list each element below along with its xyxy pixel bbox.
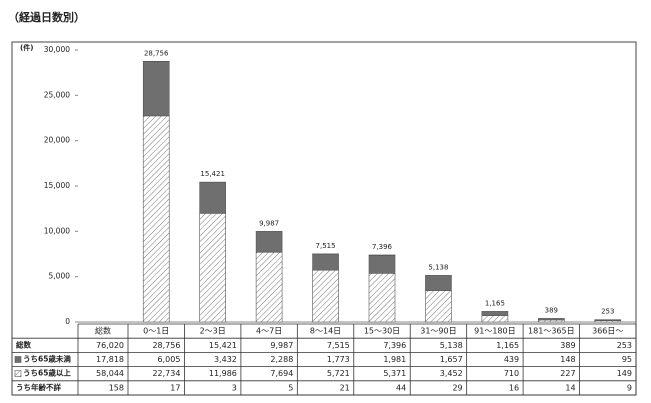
column-header: 91～180日 [474,327,515,336]
table-cell: 1,981 [383,355,406,364]
bar-segment [481,311,509,316]
bar-segment [425,290,452,323]
y-tick-label: 30,000 [44,45,70,54]
legend-swatch [14,370,22,378]
table-cell: 158 [109,383,124,392]
table-cell: 7,515 [327,341,350,350]
table-cell: 1,165 [496,341,519,350]
table-cell: 14 [565,383,575,392]
table-cell: 7,396 [383,341,406,350]
table-cell: 16 [509,383,519,392]
table-cell: 3,452 [440,369,463,378]
table-cell: 2,288 [270,355,293,364]
data-label: 1,165 [485,299,505,307]
column-header: 2～3日 [200,327,226,336]
row-label: うち年齢不詳 [16,382,61,392]
bar-segment [255,231,283,253]
column-header: 0～1日 [143,327,169,336]
y-tick-label: 10,000 [44,226,70,235]
y-unit: (件) [20,43,33,52]
table-cell: 5,371 [383,369,406,378]
y-tick-label: 25,000 [44,90,70,99]
table-cell: 17,818 [96,355,124,364]
table-cell: 9,987 [270,341,293,350]
table-cell: 11,986 [209,369,237,378]
table-cell: 148 [560,355,575,364]
data-label: 389 [545,306,558,314]
table-cell: 28,756 [152,341,180,350]
y-tick-label: 20,000 [44,136,70,145]
y-tick-label: 15,000 [44,181,70,190]
bar-segment [368,255,396,274]
bar-segment [368,273,396,323]
table-cell: 58,044 [96,369,124,378]
table-cell: 3 [232,383,237,392]
row-label: うち65歳未満 [23,354,71,364]
table-cell: 1,657 [440,355,463,364]
table-cell: 6,005 [158,355,181,364]
table-cell: 3,432 [214,355,237,364]
column-header: 8～14日 [310,327,341,336]
bar-segment [142,61,170,117]
row-label: 総数 [16,339,31,349]
bar-segment [199,213,226,323]
table-cell: 29 [452,383,462,392]
bar-segment [481,315,509,323]
chart-title: （経過日数別） [8,10,85,24]
bar-segment [199,181,226,214]
table-cell: 439 [504,355,519,364]
table-cell: 7,694 [270,369,293,378]
column-header: 181～365日 [528,327,575,336]
table-cell: 9 [627,383,632,392]
row-label: うち65歳以上 [23,368,71,378]
table-cell: 710 [504,369,519,378]
bar-segment [312,269,339,323]
bar-segment [312,253,339,271]
table-cell: 76,020 [96,341,124,350]
data-label: 28,756 [144,49,169,57]
data-label: 7,515 [316,242,336,250]
table-cell: 21 [340,383,350,392]
column-header: 15～30日 [364,327,400,336]
data-label: 5,138 [428,263,448,271]
table-cell: 1,773 [327,355,350,364]
table-cell: 44 [396,383,406,392]
data-label: 253 [601,308,614,316]
table-cell: 227 [560,369,575,378]
legend-swatch [14,356,22,363]
bar-segment [142,115,170,323]
bar-segment [425,275,452,292]
table-cell: 253 [617,341,632,350]
bar-segment [538,319,565,323]
table-cell: 389 [560,341,575,350]
column-header: 31～90日 [420,327,456,336]
table-cell: 149 [617,369,632,378]
y-tick-label: 0 [65,317,70,326]
column-header: 366日～ [592,327,623,336]
table-cell: 5,138 [440,341,463,350]
table-cell: 17 [170,383,180,392]
y-tick-label: 5,000 [49,272,71,281]
table-cell: 22,734 [152,369,180,378]
table-cell: 5,721 [327,369,350,378]
data-label: 7,396 [372,243,393,251]
table-cell: 15,421 [209,341,237,350]
table-cell: 95 [622,355,632,364]
data-label: 9,987 [259,219,279,227]
bar-segment [255,251,283,323]
data-label: 15,421 [200,170,225,178]
column-header: 4～7日 [256,327,282,336]
column-header: 総数 [95,326,111,336]
table-cell: 5 [288,383,293,392]
